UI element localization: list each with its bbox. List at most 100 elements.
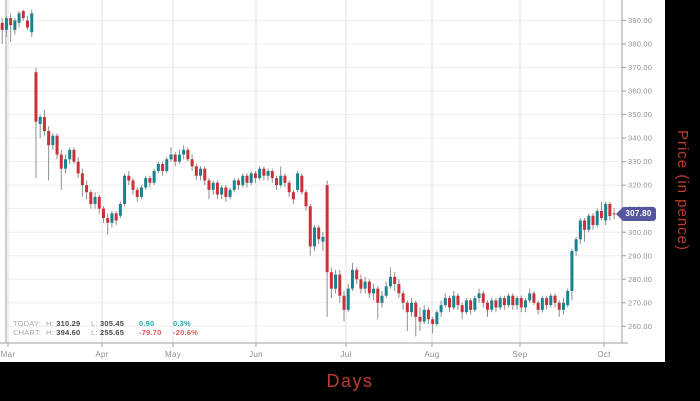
- candle-body: [118, 203, 122, 216]
- candle-body: [448, 298, 452, 308]
- y-tick-label: 280.00: [628, 275, 652, 284]
- candle: [220, 185, 224, 200]
- candle: [186, 147, 190, 162]
- x-tick-label: Oct: [597, 350, 611, 359]
- candle-body: [123, 175, 127, 204]
- y-axis-title-wrap: Price (in pence): [665, 0, 700, 380]
- candle: [34, 67, 38, 179]
- candle: [481, 291, 485, 308]
- today-high-prefix: H:: [46, 319, 54, 328]
- candle-body: [612, 213, 616, 215]
- candle-body: [325, 185, 329, 273]
- candle-body: [528, 293, 532, 301]
- candle-body: [426, 309, 430, 320]
- candle-body: [372, 288, 376, 294]
- candle: [232, 178, 236, 193]
- candle: [498, 295, 502, 310]
- candle: [393, 272, 397, 292]
- candle-body: [456, 295, 460, 306]
- candle-body: [177, 154, 181, 162]
- candle: [47, 126, 51, 181]
- candle-body: [515, 298, 519, 306]
- candle-body: [232, 180, 236, 190]
- x-tick-label: Mar: [1, 350, 16, 359]
- candle-body: [186, 149, 190, 160]
- candle: [502, 295, 506, 310]
- candle-body: [481, 293, 485, 303]
- candle-body: [190, 159, 194, 167]
- candle-body: [452, 295, 456, 308]
- candle: [199, 166, 203, 181]
- candle: [431, 316, 435, 334]
- candle: [152, 168, 156, 186]
- candle-body: [72, 149, 76, 162]
- today-low-value: 305.45: [99, 319, 125, 328]
- y-tick-label: 330.00: [628, 157, 652, 166]
- candle-body: [245, 175, 249, 183]
- candle-body: [367, 281, 371, 294]
- candle-body: [148, 178, 152, 183]
- candle: [388, 267, 392, 289]
- candle-body: [599, 211, 603, 219]
- candle: [59, 149, 63, 190]
- candle-body: [435, 312, 439, 324]
- candle: [118, 201, 122, 219]
- candle-body: [144, 178, 148, 188]
- chart-legend: TODAY: H: 310.29 L: 305.45 0.90 0.3% CHART: H…: [13, 319, 198, 337]
- chart-high-prefix: H:: [46, 327, 54, 337]
- candle: [561, 298, 565, 315]
- candle: [275, 175, 278, 190]
- candle: [156, 161, 160, 174]
- candle-body: [422, 309, 426, 322]
- chart-area[interactable]: 390.00 380.00 370.00 360.00 350.00 340.00 330.…: [0, 0, 665, 362]
- candle: [291, 189, 295, 204]
- candle-body: [47, 131, 51, 146]
- candle-body: [262, 168, 266, 176]
- candle: [304, 189, 308, 212]
- candle: [608, 201, 612, 221]
- candle-body: [0, 22, 4, 30]
- candle: [346, 283, 350, 313]
- candle-body: [139, 187, 143, 197]
- candle: [253, 171, 257, 183]
- candle-body: [89, 192, 93, 204]
- candle: [359, 274, 363, 294]
- candle: [4, 15, 8, 37]
- candle: [215, 180, 219, 200]
- candle: [296, 171, 300, 193]
- candle-body: [363, 281, 367, 289]
- candle: [338, 269, 342, 303]
- candle: [469, 298, 473, 315]
- candle-body: [443, 298, 447, 306]
- candle: [448, 295, 452, 313]
- candle: [85, 180, 89, 200]
- candle-body: [519, 298, 523, 308]
- y-tick-label: 270.00: [628, 298, 652, 307]
- today-high-value: 310.29: [56, 319, 81, 328]
- candle-body: [135, 189, 139, 197]
- candle: [380, 291, 384, 308]
- candle: [342, 291, 346, 322]
- candle: [578, 218, 582, 244]
- candle: [532, 291, 536, 306]
- candle-body: [300, 175, 304, 193]
- candle-body: [34, 72, 38, 122]
- candle-body: [4, 18, 8, 30]
- candle-body: [532, 293, 536, 303]
- candle: [439, 300, 443, 317]
- candle: [258, 166, 262, 181]
- candle-body: [237, 180, 241, 186]
- candle-body: [507, 295, 511, 306]
- candle: [494, 298, 498, 313]
- candle: [144, 175, 148, 190]
- candle: [376, 286, 380, 320]
- y-tick-label: 380.00: [628, 40, 652, 49]
- candle-body: [152, 171, 156, 183]
- candle: [410, 298, 414, 317]
- chart-high-value: 394.60: [56, 327, 81, 337]
- bottom-axis-band: Days: [0, 362, 700, 401]
- candle: [511, 293, 515, 310]
- candlestick-plot[interactable]: 390.00 380.00 370.00 360.00 350.00 340.00 330.…: [0, 0, 665, 362]
- candle: [68, 147, 72, 164]
- candle-body: [578, 220, 582, 240]
